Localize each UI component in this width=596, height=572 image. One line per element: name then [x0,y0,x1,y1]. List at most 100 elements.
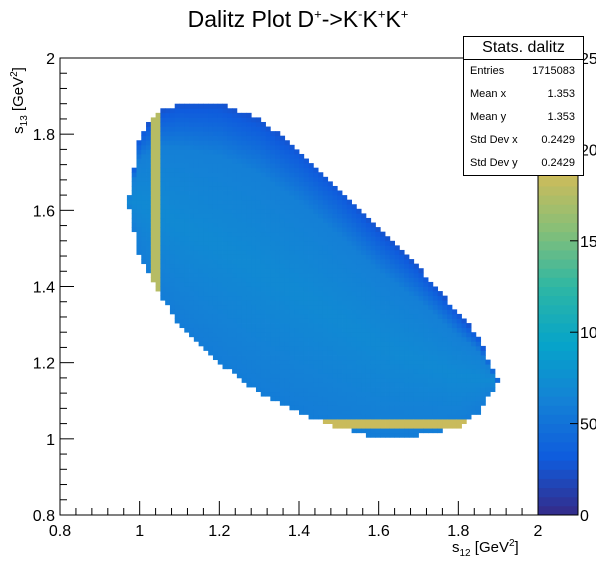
heatmap-cell [232,190,238,196]
heatmap-cell [189,190,195,196]
heatmap-cell [270,345,276,351]
heatmap-cell [299,213,305,219]
heatmap-cell [342,268,348,274]
heatmap-cell [265,176,271,182]
heatmap-cell [480,359,486,365]
heatmap-cell [322,309,329,315]
heatmap-cell [184,236,190,242]
heatmap-cell [471,350,477,356]
heatmap-cell [203,108,209,114]
heatmap-cell [413,355,419,361]
heatmap-cell [275,140,281,146]
heatmap-cell [198,336,204,342]
heatmap-cell [265,185,271,191]
heatmap-cell [375,291,381,297]
heatmap-cell [370,277,376,283]
heatmap-cell [255,195,262,201]
heatmap-cell [193,286,200,292]
heatmap-cell [255,121,262,127]
heatmap-cell [370,259,376,265]
heatmap-cell [174,144,180,150]
heatmap-cell [241,236,247,242]
heatmap-cell [475,377,482,383]
heatmap-cell [432,373,439,379]
heatmap-cell [294,323,300,329]
heatmap-cell [423,414,429,420]
heatmap-cell [413,382,419,388]
heatmap-cell [198,277,204,283]
heatmap-cell [232,117,238,123]
heatmap-cell [394,268,400,274]
heatmap-cell [466,364,472,370]
heatmap-cell [471,387,477,393]
heatmap-cell [236,163,243,169]
heatmap-cell [275,227,281,233]
heatmap-cell [279,213,286,219]
heatmap-cell [284,227,290,233]
heatmap-cell [217,300,223,306]
heatmap-cell [160,112,166,118]
heatmap-cell [270,227,276,233]
heatmap-cell [342,245,348,251]
heatmap-cell [169,227,176,233]
heatmap-cell [342,208,348,214]
heatmap-cell [332,185,338,191]
heatmap-cell [332,222,338,228]
heatmap-cell [404,368,410,374]
heatmap-cell [174,295,180,301]
heatmap-cell [389,387,395,393]
heatmap-cell [217,291,223,297]
heatmap-cell [275,208,281,214]
heatmap-cell [275,231,281,237]
heatmap-cell [351,368,357,374]
heatmap-cell [236,131,243,137]
heatmap-cell [179,304,185,310]
heatmap-cell [222,172,228,178]
heatmap-cell [351,208,357,214]
heatmap-cell [375,245,381,251]
heatmap-cell [413,373,419,379]
heatmap-cell [318,281,324,287]
heatmap-cell [394,414,400,420]
heatmap-cell [165,144,171,150]
heatmap-cell [327,291,333,297]
heatmap-cell [299,227,305,233]
heatmap-cell [189,327,195,333]
heatmap-cell [313,396,319,402]
heatmap-cell [394,259,400,265]
heatmap-cell [212,153,219,159]
heatmap-cell [169,140,176,146]
heatmap-cell [351,382,357,388]
heatmap-cell [480,355,486,361]
heatmap-cell [241,195,247,201]
heatmap-cell [284,245,290,251]
heatmap-cell [169,204,176,210]
heatmap-cell [447,309,453,315]
heatmap-cell [418,423,424,429]
heatmap-cell [327,263,333,269]
heatmap-cell [189,167,195,173]
heatmap-cell [432,300,439,306]
heatmap-cell [299,181,305,187]
heatmap-cell [303,355,309,361]
heatmap-cell [260,263,266,269]
heatmap-cell [136,222,142,228]
heatmap-cell [385,277,391,283]
heatmap-cell [279,377,286,383]
heatmap-cell [471,336,477,342]
heatmap-cell [193,222,200,228]
heatmap-cell [227,291,233,297]
heatmap-cell [289,281,295,287]
heatmap-cell [318,295,324,301]
heatmap-cell [327,409,333,415]
heatmap-cell [217,323,223,329]
heatmap-cell [193,281,200,287]
heatmap-cell [279,364,286,370]
heatmap-cell [165,240,171,246]
heatmap-cell [370,423,376,429]
heatmap-cell [203,240,209,246]
heatmap-cell [408,332,415,338]
heatmap-cell [246,309,252,315]
heatmap-cell [275,304,281,310]
heatmap-cell [318,364,324,370]
